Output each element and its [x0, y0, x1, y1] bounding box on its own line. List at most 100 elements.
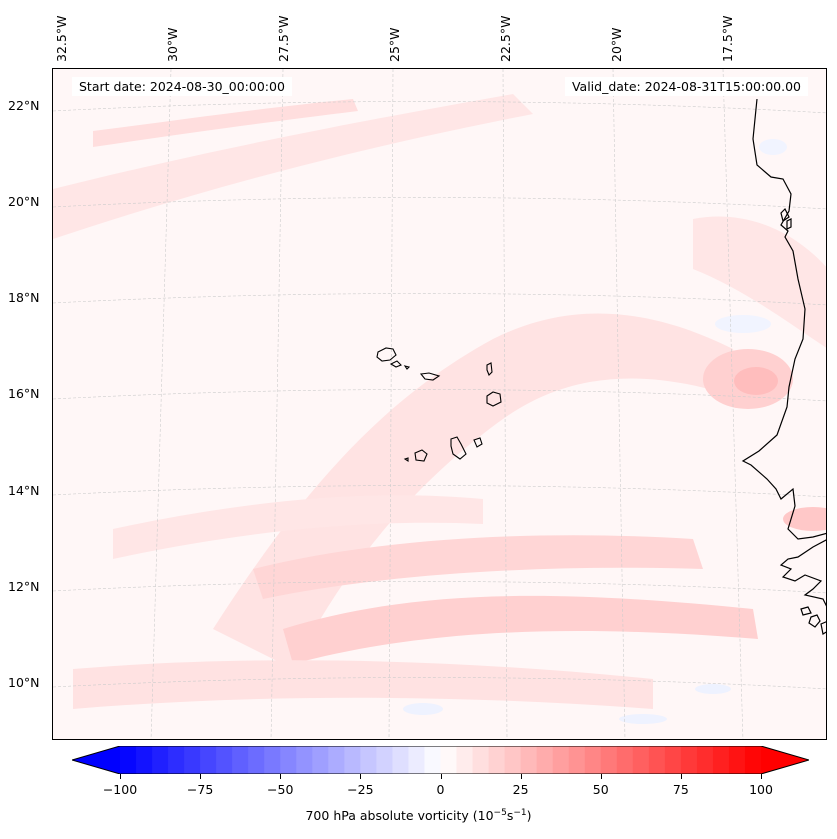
colorbar-segment	[392, 746, 409, 774]
colorbar-tick-label: 50	[592, 782, 609, 797]
colorbar-segment	[680, 746, 698, 774]
colorbar-tickmark	[120, 774, 121, 779]
colorbar-extend-max	[761, 746, 809, 774]
colorbar-segment	[248, 746, 265, 774]
lon-label-30w: 30°W	[165, 27, 180, 62]
colorbar-tickmark	[200, 774, 202, 779]
colorbar	[72, 746, 809, 774]
lon-label-22-5w: 22.5°W	[498, 15, 513, 62]
colorbar-segment	[200, 746, 217, 774]
colorbar-label-unit: s	[506, 808, 514, 824]
lat-label-20n: 20°N	[8, 194, 40, 209]
colorbar-label: 700 hPa absolute vorticity (10−5s−1)	[0, 808, 837, 823]
gridline-lat-12n	[53, 581, 826, 594]
colorbar-segment	[616, 746, 634, 774]
colorbar-tickmark	[280, 774, 282, 779]
gridline-lon-27-5w	[270, 69, 284, 739]
colorbar-segment	[424, 746, 441, 774]
colorbar-segment	[296, 746, 313, 774]
colorbar-segment	[664, 746, 682, 774]
colorbar-segment	[504, 746, 522, 774]
colorbar-tick-label: −25	[347, 782, 374, 797]
start-date-label: Start date: 2024-08-30_00:00:00	[72, 77, 292, 96]
contour-weak-negative-1	[403, 703, 443, 715]
colorbar-segment	[264, 746, 281, 774]
colorbar-segment	[344, 746, 361, 774]
colorbar-segment	[552, 746, 570, 774]
gridline-lon-17-5w	[722, 69, 744, 739]
lon-label-25w: 25°W	[387, 27, 402, 62]
colorbar-segment	[232, 746, 249, 774]
colorbar-segment	[744, 746, 762, 774]
colorbar-segment	[632, 746, 650, 774]
gridline-lon-22-5w	[502, 69, 508, 739]
lon-label-27-5w: 27.5°W	[276, 15, 291, 62]
valid-date-label: Valid_date: 2024-08-31T15:00:00.00	[564, 77, 808, 96]
colorbar-tick-label: 0	[436, 782, 445, 797]
colorbar-segment	[216, 746, 233, 774]
colorbar-segment	[120, 746, 137, 774]
colorbar-tickmark	[520, 774, 522, 779]
lat-label-16n: 16°N	[8, 386, 40, 401]
colorbar-segment	[600, 746, 618, 774]
island-boa-vista	[486, 391, 502, 407]
island-sao-vicente	[389, 360, 402, 368]
colorbar-tick-label: −100	[102, 782, 138, 797]
island-santo-antao	[376, 347, 397, 362]
colorbar-segment	[152, 746, 169, 774]
lat-label-10n: 10°N	[8, 675, 40, 690]
colorbar-tickmark	[680, 774, 682, 779]
colorbar-segment	[280, 746, 297, 774]
island-fogo	[414, 449, 428, 462]
coastline-bissagos	[800, 606, 812, 616]
contour-moderate-positive-south-1	[253, 535, 703, 599]
vorticity-map	[52, 68, 827, 740]
gridline-lon-25w	[388, 69, 394, 739]
colorbar-segment	[328, 746, 345, 774]
coastline-small-islands	[780, 207, 792, 230]
colorbar-segment	[536, 746, 554, 774]
colorbar-tickmark	[440, 774, 442, 779]
gridline-lat-10n	[53, 677, 826, 690]
colorbar-label-exponent-2: −1	[513, 808, 527, 818]
contour-moderate-positive-south-2	[283, 595, 758, 664]
contour-weak-positive-south-3	[73, 660, 653, 709]
colorbar-segment	[168, 746, 185, 774]
island-santiago	[450, 436, 467, 460]
gridline-lat-14n	[53, 485, 826, 498]
vorticity-contours	[53, 94, 826, 724]
graticule	[53, 69, 826, 739]
contour-weak-positive-east	[693, 216, 826, 348]
island-brava	[403, 457, 409, 463]
colorbar-segment	[184, 746, 201, 774]
colorbar-segment	[312, 746, 329, 774]
lon-label-20w: 20°W	[609, 27, 624, 62]
colorbar-segment	[728, 746, 746, 774]
coastline-guinea-bissau	[779, 539, 826, 607]
colorbar-segment	[408, 746, 425, 774]
gridline-lon-20w	[612, 69, 626, 739]
island-sal	[486, 362, 493, 376]
contour-stronger-positive-coast	[734, 367, 778, 395]
colorbar-segment	[568, 746, 586, 774]
lon-label-32-5w: 32.5°W	[54, 15, 69, 62]
contour-weak-negative-4	[715, 315, 771, 333]
colorbar-label-exponent-1: −5	[493, 808, 507, 818]
colorbar-tickmark	[761, 774, 762, 779]
colorbar-tickmark	[360, 774, 362, 779]
gridline-lat-18n	[53, 293, 826, 306]
gridline-lat-22n	[53, 101, 826, 114]
colorbar-segment	[712, 746, 730, 774]
colorbar-segment	[472, 746, 490, 774]
colorbar-label-main: 700 hPa absolute vorticity (10	[305, 808, 494, 824]
colorbar-segment	[376, 746, 393, 774]
island-maio	[473, 437, 483, 448]
colorbar-segment	[456, 746, 474, 774]
colorbar-tick-label: −50	[267, 782, 294, 797]
colorbar-segment	[136, 746, 153, 774]
cape-verde-islands	[376, 347, 502, 463]
contour-positive-gambia	[783, 507, 826, 531]
contour-weak-negative-2	[619, 714, 667, 724]
colorbar-tickmark	[600, 774, 602, 779]
lon-label-17-5w: 17.5°W	[720, 15, 735, 62]
